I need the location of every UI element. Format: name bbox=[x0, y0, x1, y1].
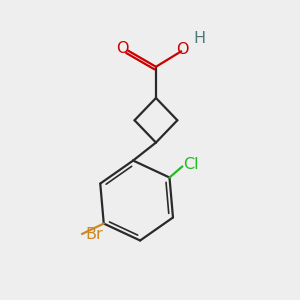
Text: O: O bbox=[116, 41, 129, 56]
Text: Br: Br bbox=[85, 227, 103, 242]
Text: H: H bbox=[194, 31, 206, 46]
Text: Cl: Cl bbox=[183, 157, 199, 172]
Text: O: O bbox=[176, 42, 189, 57]
